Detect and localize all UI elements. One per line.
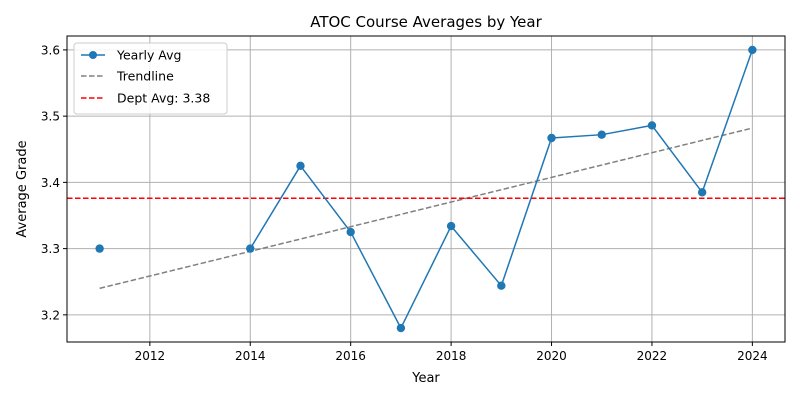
series-layer [67, 45, 785, 333]
x-axis-label: Year [411, 371, 440, 386]
legend: Yearly Avg Trendline Dept Avg: 3.38 [73, 42, 228, 115]
yearly-avg-point [547, 133, 556, 143]
y-tick-label: 3.4 [41, 176, 60, 190]
x-tick-label: 2024 [737, 349, 768, 363]
y-tick-label: 3.3 [41, 242, 60, 256]
yearly-avg-point [95, 244, 104, 253]
yearly-avg-segment [600, 124, 653, 136]
plot-frame [66, 35, 786, 343]
legend-label-yearly-avg: Yearly Avg [116, 48, 181, 63]
y-tick-label: 3.2 [41, 308, 60, 322]
yearly-avg-point [497, 281, 506, 290]
yearly-avg-segment [299, 165, 352, 233]
trendline [99, 127, 753, 290]
yearly-avg-segment [249, 165, 302, 250]
y-tick-label: 3.6 [41, 43, 60, 57]
yearly-avg-segment [701, 49, 754, 194]
yearly-avg-segment [349, 231, 402, 329]
legend-label-dept-avg: Dept Avg: 3.38 [117, 91, 210, 106]
yearly-avg-segment [400, 225, 452, 329]
yearly-avg-point [647, 121, 657, 130]
yearly-avg-point [246, 244, 255, 253]
yearly-avg-point [597, 130, 606, 139]
x-tick-label: 2020 [536, 349, 567, 363]
yearly-avg-point [697, 188, 707, 197]
yearly-avg-segment [450, 225, 503, 287]
x-tick-label: 2012 [135, 349, 166, 363]
x-tick-label: 2018 [436, 349, 467, 363]
yearly-avg-point [296, 161, 305, 171]
chart-title: ATOC Course Averages by Year [310, 13, 542, 31]
y-tick-label: 3.5 [41, 110, 60, 124]
legend-marker-yearly-avg [89, 51, 97, 59]
legend-label-trendline: Trendline [116, 69, 174, 84]
yearly-avg-segment [550, 133, 603, 139]
yearly-avg-segment [500, 137, 553, 287]
y-axis-label: Average Grade [15, 140, 30, 237]
x-tick-label: 2014 [235, 349, 266, 363]
yearly-avg-point [396, 323, 406, 333]
yearly-avg-point [346, 227, 355, 237]
x-tick-label: 2022 [637, 349, 668, 363]
axis-ticks: 2012 2014 2016 2018 2020 2022 2024 3.2 3.3 3.4 3.5… [41, 43, 768, 363]
yearly-avg-point [446, 221, 456, 231]
x-tick-label: 2016 [335, 349, 366, 363]
grid [67, 36, 785, 342]
legend-box [73, 42, 228, 115]
yearly-avg-segment [651, 124, 703, 194]
yearly-avg-point [748, 45, 757, 55]
